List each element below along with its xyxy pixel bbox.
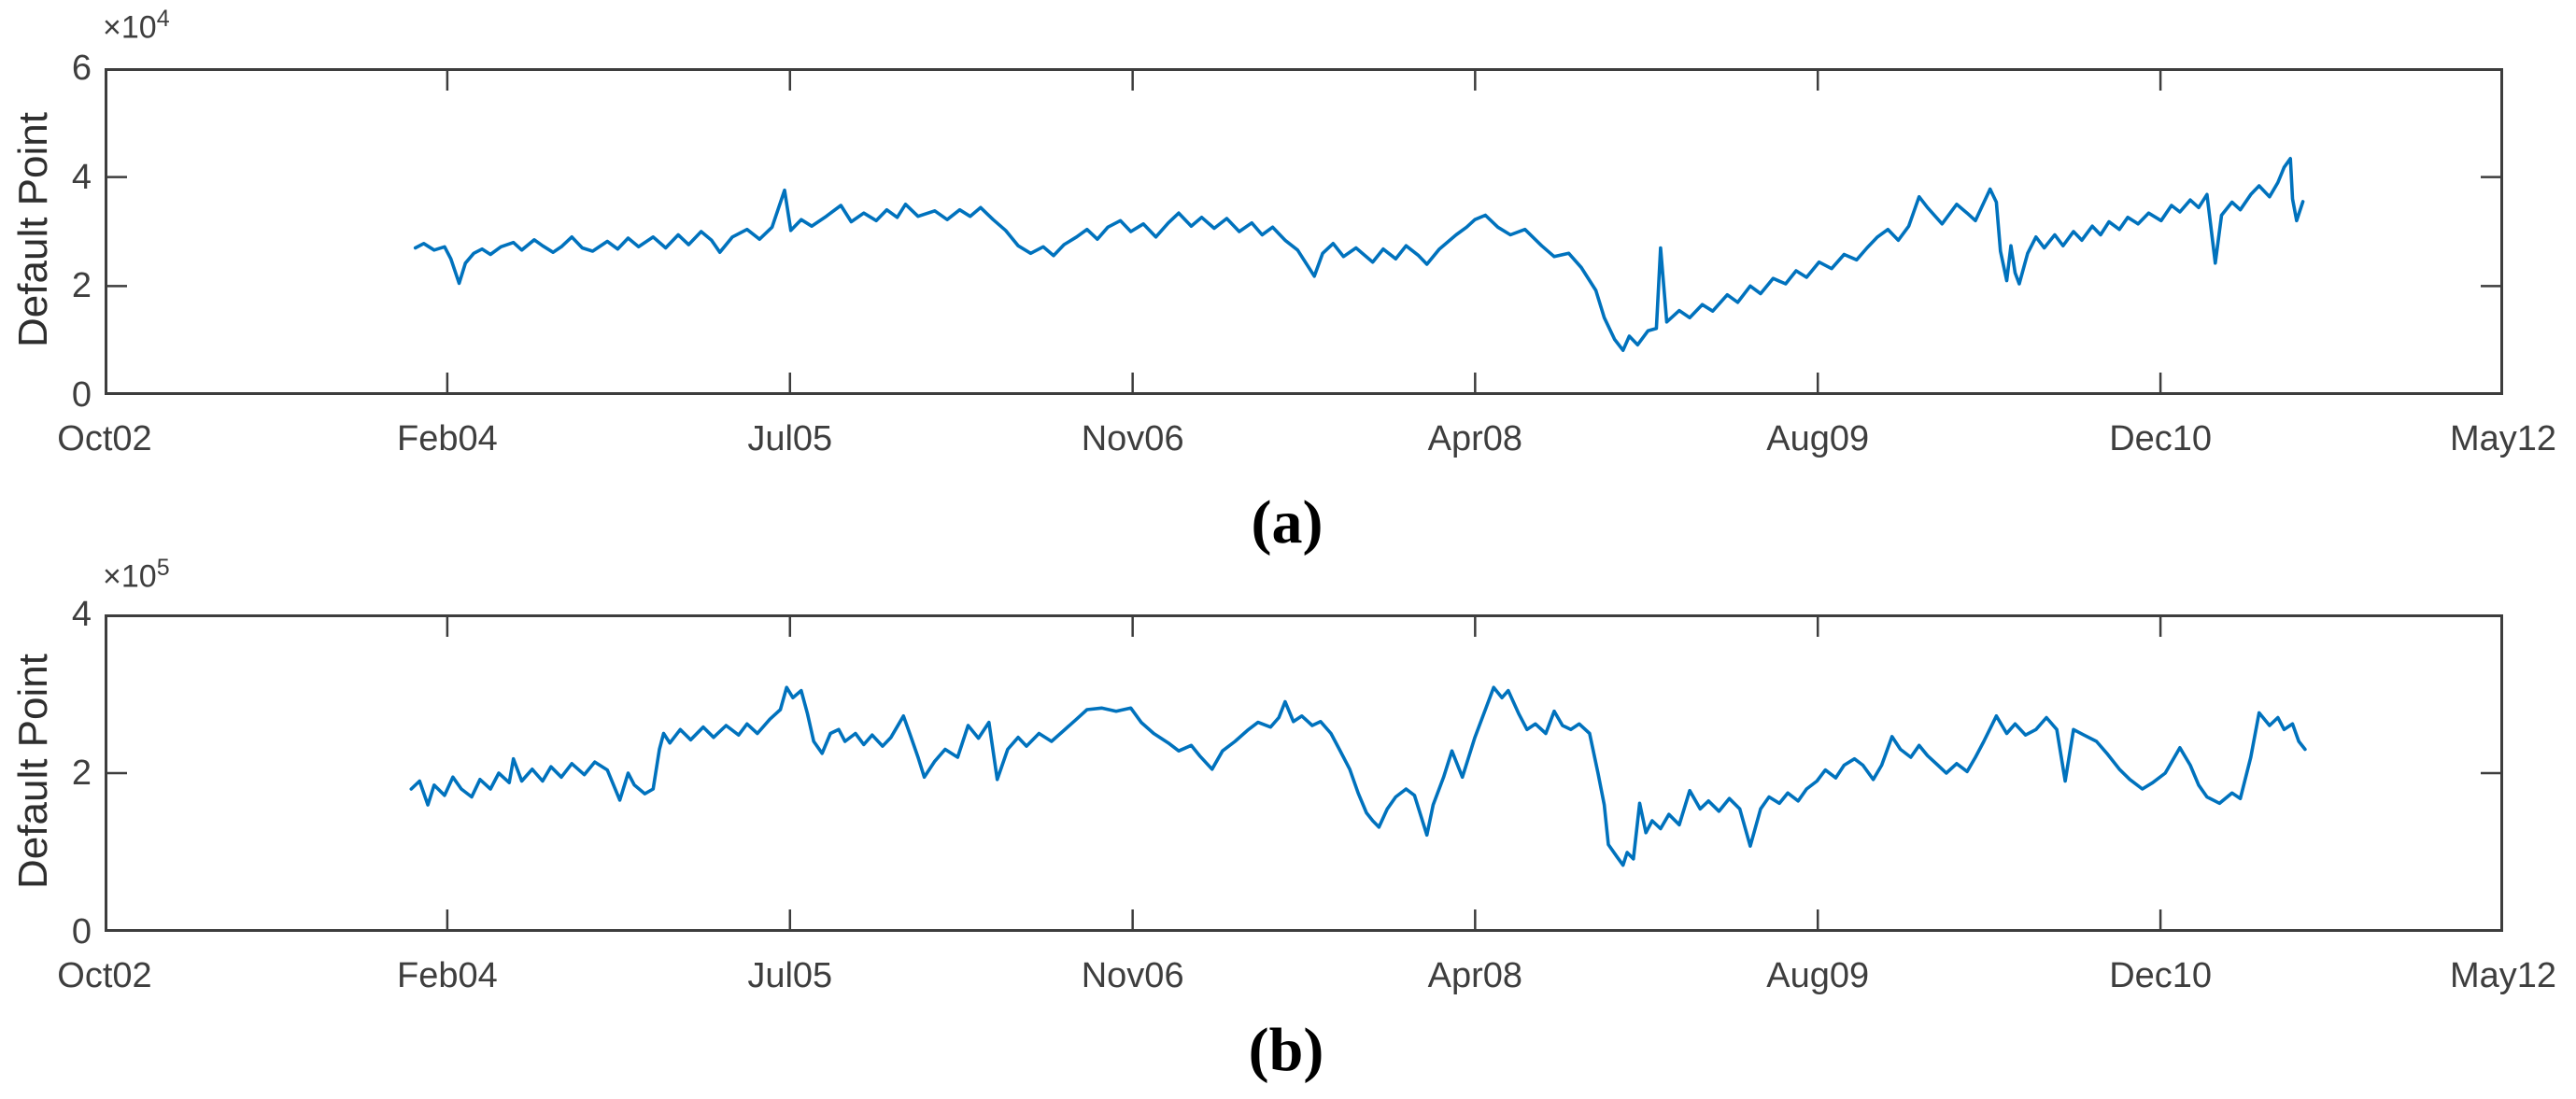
x-tick-label: Aug09 — [1766, 419, 1870, 458]
exponent-power: 5 — [156, 555, 170, 581]
y-tick-label: 2 — [71, 266, 92, 306]
plot-area-b — [105, 614, 2503, 932]
caption-a: (a) — [1251, 488, 1323, 557]
exponent-power: 4 — [156, 6, 170, 32]
caption-b: (b) — [1248, 1016, 1324, 1084]
exponent-base: ×10 — [103, 558, 157, 595]
y-tick-label: 6 — [71, 49, 92, 88]
plot-svg — [105, 614, 2503, 932]
plot-frame — [105, 614, 2503, 932]
x-tick-label: Apr08 — [1427, 956, 1523, 995]
x-tick-label: Jul05 — [747, 956, 833, 995]
x-tick-label: Feb04 — [397, 419, 498, 458]
y-tick-label: 0 — [71, 375, 92, 415]
x-tick-label: May12 — [2449, 956, 2557, 995]
x-tick-label: Aug09 — [1766, 956, 1870, 995]
plot-svg — [105, 68, 2503, 395]
x-tick-label: Nov06 — [1081, 956, 1184, 995]
plot-area-a — [105, 68, 2503, 395]
x-tick-label: Dec10 — [2109, 419, 2213, 458]
y-tick-label: 4 — [71, 595, 92, 634]
series-line — [409, 685, 2307, 867]
x-tick-label: Oct02 — [57, 956, 152, 995]
y-exponent-label: ×105 — [103, 555, 170, 595]
x-tick-label: Apr08 — [1427, 419, 1523, 458]
x-tick-label: May12 — [2449, 419, 2557, 458]
series-line — [413, 157, 2305, 353]
y-tick-label: 0 — [71, 912, 92, 951]
x-tick-label: Jul05 — [747, 419, 833, 458]
x-tick-label: Dec10 — [2109, 956, 2213, 995]
x-tick-label: Feb04 — [397, 956, 498, 995]
y-tick-label: 2 — [71, 754, 92, 793]
exponent-base: ×10 — [103, 9, 157, 46]
x-tick-label: Oct02 — [57, 419, 152, 458]
y-tick-label: 4 — [71, 157, 92, 197]
x-tick-label: Nov06 — [1081, 419, 1184, 458]
plot-frame — [105, 68, 2503, 395]
y-exponent-label: ×104 — [103, 6, 170, 46]
